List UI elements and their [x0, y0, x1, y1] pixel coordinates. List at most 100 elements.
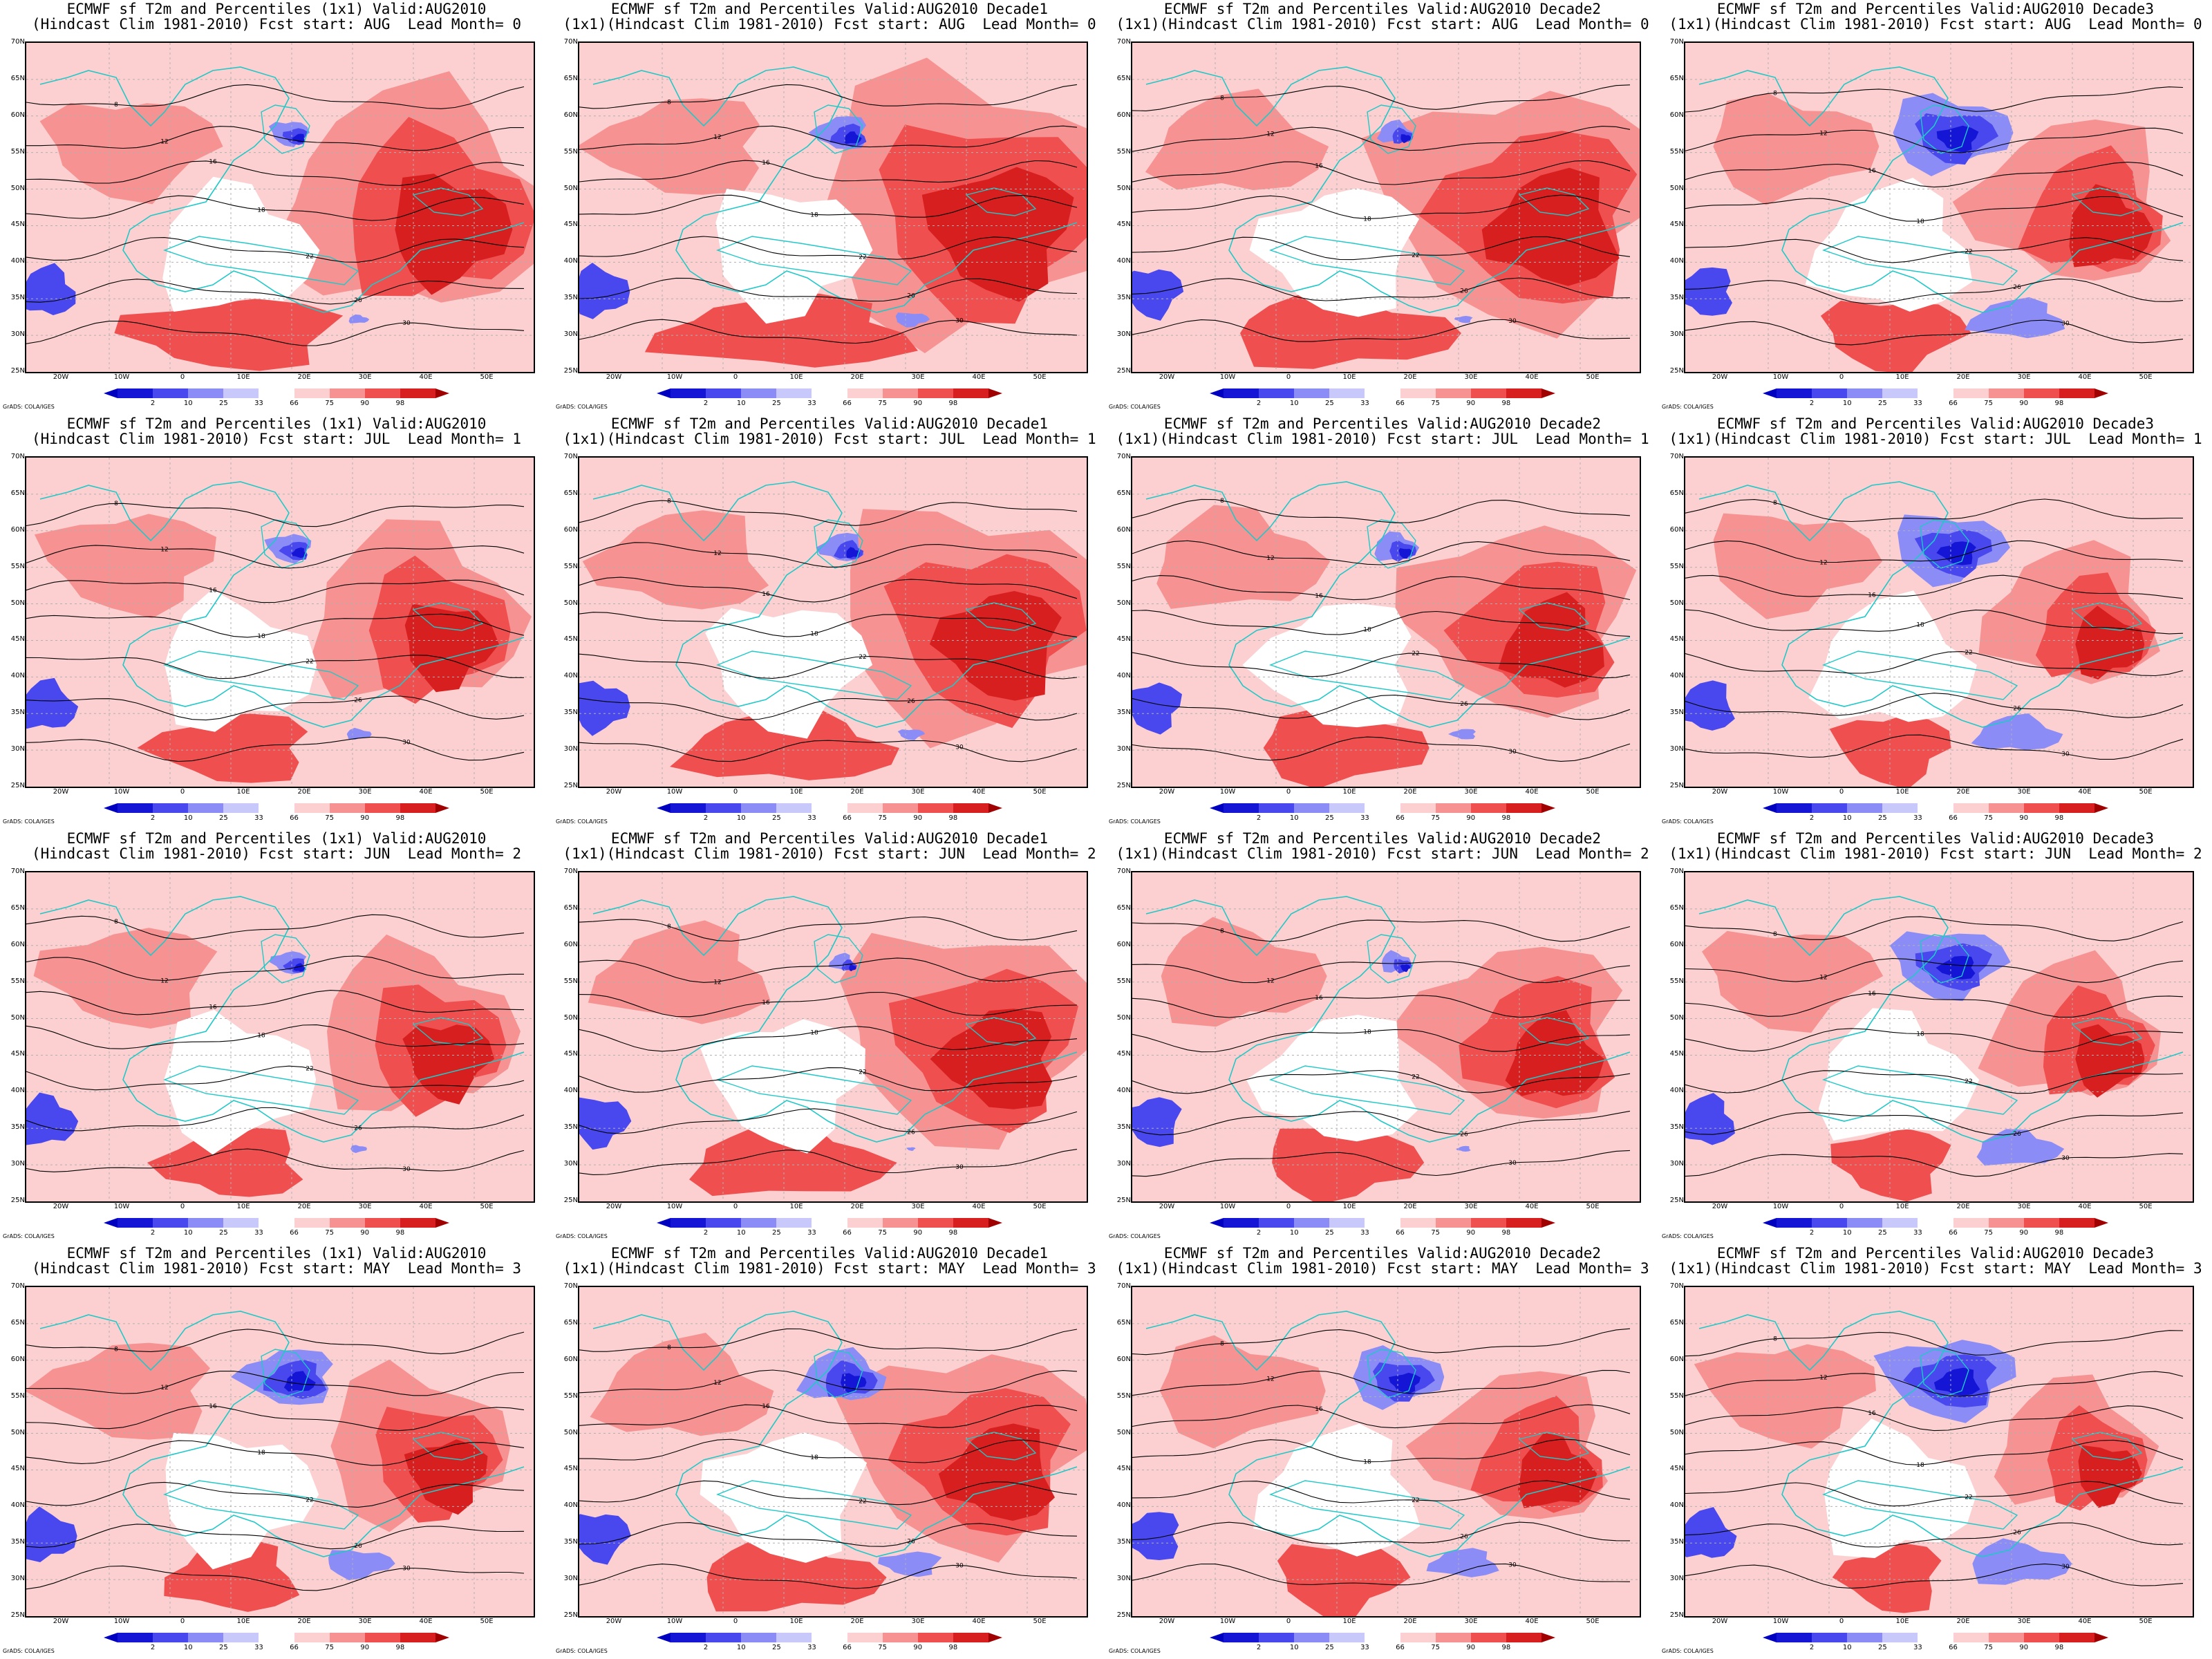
- isotherm-contour: [26, 1107, 525, 1132]
- colorbar-cell: [1882, 388, 1918, 398]
- latitude-label: 40N: [10, 672, 25, 680]
- colorbar-cell: [847, 803, 883, 813]
- latitude-label: 70N: [1669, 38, 1684, 46]
- colorbar-tick-label: 75: [1431, 814, 1441, 822]
- neutral-shading: [164, 1009, 317, 1155]
- latitude-label: 55N: [563, 1391, 578, 1400]
- colorbar-over-triangle: [2094, 1218, 2108, 1228]
- latitude-label: 60N: [1116, 940, 1131, 948]
- coastline: [162, 650, 359, 700]
- colorbar-cell: [1400, 388, 1436, 398]
- isotherm-contour: [1132, 610, 1631, 637]
- isotherm-contour: [1132, 1404, 1631, 1429]
- latitude-label: 70N: [563, 38, 578, 46]
- latitude-label: 35N: [563, 294, 578, 302]
- colorbar-cell: [2059, 1218, 2094, 1228]
- colorbar-tick-label: 75: [878, 400, 888, 407]
- isotherm-contour: [1685, 734, 2184, 760]
- contour-label: 18: [1916, 622, 1924, 629]
- colorbar-tick-label: 66: [290, 1229, 299, 1237]
- latitude-label: 40N: [563, 1087, 578, 1095]
- latitude-label: 55N: [1116, 1391, 1131, 1400]
- latitude-label: 50N: [563, 599, 578, 607]
- isotherm-contour: [1685, 1028, 2184, 1053]
- colorbar-cell: [329, 803, 365, 813]
- coastline: [2071, 187, 2143, 216]
- colorbar-cell: [953, 1218, 988, 1228]
- contour-label: 26: [907, 292, 915, 299]
- panel-title-line2: (1x1)(Hindcast Clim 1981-2010) Fcst star…: [563, 845, 1096, 862]
- colorbar-tick-label: 33: [807, 1644, 816, 1651]
- colorbar-tick-label: 90: [2019, 400, 2029, 407]
- longitude-label: 0: [1839, 788, 1844, 796]
- panel-title-line1: ECMWF sf T2m and Percentiles Valid:AUG20…: [1163, 1, 1602, 17]
- colorbar-cell: [364, 1218, 400, 1228]
- longitude-label: 20E: [297, 373, 311, 381]
- cold-shading: [1400, 134, 1412, 144]
- longitude-label: 10E: [236, 1203, 250, 1210]
- latitude-label: 50N: [563, 1428, 578, 1436]
- colorbar-tick-label: 2: [150, 814, 156, 822]
- map-plot-area: 8 12 16 18 22 26 30: [578, 41, 1088, 373]
- latitude-label: 65N: [563, 903, 578, 912]
- latitude-label: 35N: [1116, 1538, 1131, 1546]
- isotherm-contour: [579, 957, 1078, 983]
- isotherm-contour: [1132, 1480, 1631, 1503]
- contour-label: 30: [2061, 1155, 2070, 1162]
- warm-shading: [33, 928, 218, 1029]
- contour-label: 18: [257, 633, 265, 640]
- longitude-label: 10W: [113, 373, 130, 381]
- colorbar-cell: [223, 388, 259, 398]
- colorbar-cell: [1847, 1633, 1883, 1642]
- isotherm-contour: [26, 914, 525, 940]
- isotherm-contour: [26, 237, 525, 263]
- coastline: [1920, 1349, 1969, 1398]
- colorbar-tick-label: 2: [703, 400, 709, 407]
- colorbar-cell: [882, 803, 918, 813]
- longitude-label: 20W: [606, 1618, 622, 1625]
- latitude-label: 70N: [10, 1282, 25, 1290]
- colorbar-tick-label: 98: [395, 1229, 405, 1237]
- latitude-label: 40N: [1116, 257, 1131, 265]
- colorbar-cell: [1224, 1633, 1259, 1642]
- isotherm-contour: [26, 655, 524, 679]
- latitude-label: 60N: [10, 940, 25, 948]
- warm-shading: [1694, 1344, 1876, 1449]
- coastline: [592, 896, 1078, 1143]
- grads-credit: GrADS: COLA/IGES: [1662, 1233, 1714, 1239]
- longitude-label: 30E: [1464, 1618, 1478, 1625]
- map-plot-area: 8 12 16 18 22 26 30: [1684, 456, 2194, 788]
- colorbar-under-triangle: [1763, 1633, 1777, 1642]
- coastline: [1518, 602, 1590, 631]
- latitude-label: 40N: [1116, 672, 1131, 680]
- colorbar-tick-label: 98: [2054, 814, 2064, 822]
- cold-shading: [878, 1551, 942, 1577]
- coastline: [261, 104, 310, 154]
- longitude-label: 30E: [2017, 1203, 2031, 1210]
- cold-shading: [1685, 267, 1732, 316]
- longitude-label: 50E: [480, 1618, 494, 1625]
- latitude-label: 65N: [1669, 489, 1684, 497]
- colorbar-cell: [1365, 1218, 1400, 1228]
- isotherm-contour: [1132, 126, 1631, 152]
- panel-title-line1: ECMWF sf T2m and Percentiles Valid:AUG20…: [610, 830, 1049, 847]
- warm-shading: [114, 299, 344, 371]
- colorbar-tick-label: 33: [807, 814, 816, 822]
- colorbar-cell: [1224, 1218, 1259, 1228]
- warm-shading: [1263, 708, 1430, 787]
- coastline: [1268, 1480, 1465, 1530]
- coastline: [1698, 1311, 2184, 1557]
- latitude-label: 45N: [563, 635, 578, 644]
- latitude-label: 35N: [1669, 1123, 1684, 1132]
- latitude-label: 50N: [10, 184, 25, 192]
- latitude-label: 25N: [1669, 1611, 1684, 1619]
- colorbar-tick-label: 10: [183, 814, 193, 822]
- contour-label: 8: [1220, 498, 1224, 505]
- neutral-shading: [700, 1432, 868, 1563]
- latitude-label: 65N: [1116, 1318, 1131, 1327]
- longitude-label: 10E: [1895, 373, 1909, 381]
- colorbar-cell: [118, 388, 153, 398]
- contour-label: 12: [160, 977, 168, 984]
- contour-label: 26: [2013, 1131, 2021, 1138]
- isotherm-contour: [1132, 498, 1631, 523]
